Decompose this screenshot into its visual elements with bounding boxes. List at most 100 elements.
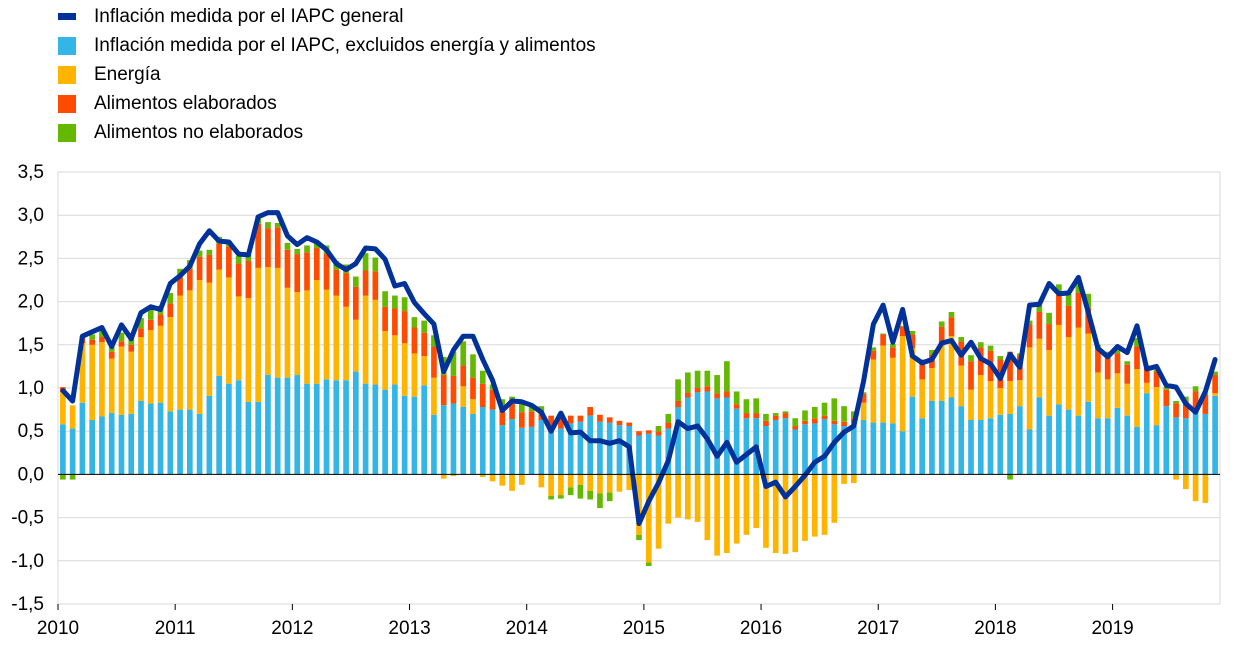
bar-segment-core <box>79 402 86 475</box>
bar-segment-energia <box>714 474 720 556</box>
bar-segment-alimentos-elaborados <box>265 228 271 268</box>
bar-segment-energia <box>421 356 428 386</box>
bar-segment-alimentos-elaborados <box>304 252 310 291</box>
bar-segment-alimentos-no-elaborados <box>958 337 965 342</box>
bar-segment-alimentos-no-elaborados <box>636 534 642 541</box>
bar-segment-core <box>304 383 310 475</box>
bar-segment-alimentos-elaborados <box>147 319 154 331</box>
bar-segment-core <box>372 384 379 475</box>
bar-segment-energia <box>128 351 135 414</box>
bar-segment-alimentos-elaborados <box>382 306 388 331</box>
bar-segment-alimentos-elaborados <box>909 334 916 349</box>
bar-segment-energia <box>323 289 330 380</box>
bar-segment-core <box>196 413 203 475</box>
legend-label-energia: Energía <box>94 63 161 85</box>
bar-segment-core <box>811 423 818 475</box>
bar-segment-alimentos-elaborados <box>753 413 760 419</box>
bar-segment-core <box>118 414 125 475</box>
bar-segment-alimentos-elaborados <box>411 327 418 354</box>
bar-segment-alimentos-elaborados <box>831 420 838 425</box>
bar-segment-alimentos-elaborados <box>138 328 144 338</box>
bar-segment-alimentos-elaborados <box>938 326 945 346</box>
bar-segment-alimentos-no-elaborados <box>1114 349 1121 354</box>
bar-segment-core <box>977 419 984 475</box>
bar-segment-core <box>597 421 603 475</box>
bar-segment-energia <box>831 474 838 523</box>
bar-segment-alimentos-no-elaborados <box>811 407 818 419</box>
bar-segment-core <box>792 429 799 475</box>
bar-segment-alimentos-elaborados <box>470 377 476 400</box>
bar-segment-alimentos-elaborados <box>763 420 769 427</box>
chart-legend: Inflación medida por el IAPC general Inf… <box>58 2 596 147</box>
x-tick-label: 2017 <box>857 618 899 639</box>
bar-segment-energia <box>255 267 262 402</box>
bar-segment-alimentos-elaborados <box>655 431 662 436</box>
bar-segment-core <box>567 423 574 475</box>
bar-segment-energia <box>1046 349 1052 416</box>
bar-segment-alimentos-elaborados <box>724 391 730 398</box>
bar-segment-core <box>138 400 144 475</box>
y-tick-label: -0,5 <box>11 508 44 529</box>
bar-segment-alimentos-no-elaborados <box>987 345 994 351</box>
bar-segment-energia <box>548 474 554 496</box>
legend-swatch-core <box>58 36 76 55</box>
bar-segment-energia <box>821 474 828 535</box>
bar-segment-alimentos-elaborados <box>440 375 447 406</box>
bar-segment-core <box>431 414 437 475</box>
bar-segment-core <box>1182 418 1189 475</box>
bar-segment-alimentos-no-elaborados <box>470 354 476 378</box>
bar-segment-alimentos-no-elaborados <box>411 317 418 328</box>
bar-segment-core <box>128 413 135 475</box>
bar-segment-core <box>1192 408 1199 475</box>
bar-segment-core <box>1046 415 1052 475</box>
bar-segment-alimentos-no-elaborados <box>899 325 906 327</box>
bar-segment-core <box>470 413 476 475</box>
bar-segment-alimentos-no-elaborados <box>997 356 1004 360</box>
bar-segment-energia <box>479 474 486 477</box>
bar-segment-alimentos-elaborados <box>431 346 437 378</box>
bar-segment-alimentos-elaborados <box>245 260 252 299</box>
bar-segment-alimentos-no-elaborados <box>792 418 799 427</box>
bar-segment-core <box>821 419 828 475</box>
bar-segment-alimentos-no-elaborados <box>392 295 398 309</box>
bar-segment-core <box>440 405 447 475</box>
bar-segment-core <box>177 409 183 475</box>
bar-segment-core <box>333 380 340 475</box>
bar-segment-alimentos-no-elaborados <box>147 308 154 320</box>
bar-segment-core <box>401 395 408 475</box>
bar-segment-core <box>108 413 115 475</box>
bar-segment-energia <box>177 295 183 410</box>
bar-segment-core <box>948 397 955 475</box>
y-tick-label: 1,5 <box>18 335 44 356</box>
bar-segment-alimentos-no-elaborados <box>860 392 867 395</box>
bar-segment-alimentos-elaborados <box>1065 305 1072 338</box>
bar-segment-alimentos-no-elaborados <box>694 370 701 388</box>
bar-segment-alimentos-no-elaborados <box>372 257 379 272</box>
bar-segment-alimentos-elaborados <box>196 256 203 280</box>
bar-segment-core <box>860 419 867 475</box>
bar-segment-alimentos-elaborados <box>792 426 799 430</box>
bar-segment-energia <box>392 335 398 385</box>
bar-segment-alimentos-no-elaborados <box>1212 371 1218 376</box>
bar-segment-alimentos-elaborados <box>587 407 594 416</box>
bar-segment-energia <box>850 474 857 484</box>
bar-segment-alimentos-elaborados <box>1114 353 1121 374</box>
bar-segment-core <box>997 414 1004 475</box>
bar-segment-energia <box>157 325 164 403</box>
bar-segment-alimentos-no-elaborados <box>870 347 877 351</box>
bar-segment-core <box>577 421 584 475</box>
bar-segment-alimentos-no-elaborados <box>558 495 564 499</box>
bar-segment-energia <box>733 474 740 544</box>
bar-segment-alimentos-no-elaborados <box>821 402 828 416</box>
bar-segment-core <box>216 375 222 475</box>
legend-swatch-iapc-general <box>58 13 76 20</box>
bar-segment-energia <box>1085 333 1092 402</box>
bar-segment-alimentos-elaborados <box>177 277 183 296</box>
bar-segment-alimentos-elaborados <box>479 383 486 408</box>
bar-segment-core <box>1104 418 1111 475</box>
bar-segment-energia <box>1212 393 1218 396</box>
legend-label-alimentos-no-elaborados: Alimentos no elaborados <box>94 121 304 143</box>
bar-segment-energia <box>880 345 886 423</box>
bar-segment-core <box>1065 409 1072 475</box>
